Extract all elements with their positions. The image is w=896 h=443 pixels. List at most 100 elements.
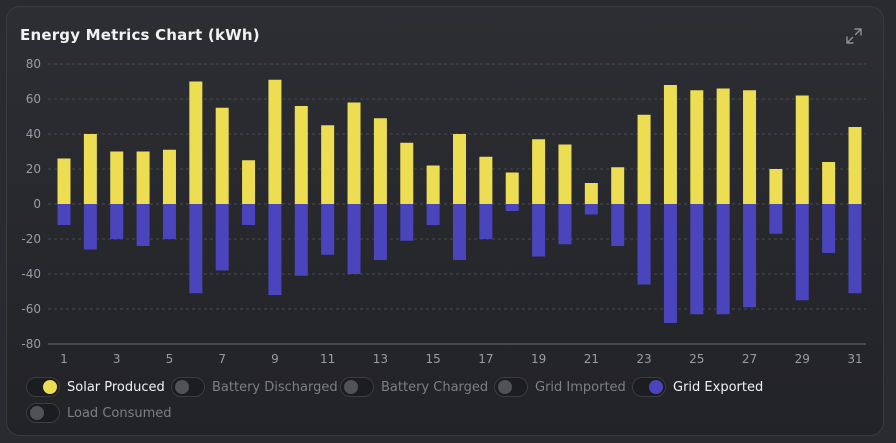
chart-card: Energy Metrics Chart (kWh) [6, 6, 884, 436]
legend-toggle[interactable] [494, 377, 528, 397]
legend-toggle-knob [649, 380, 663, 394]
legend-toggle-knob [344, 380, 358, 394]
y-tick-label: 0 [33, 197, 41, 211]
legend-item-grid-exported[interactable]: Grid Exported [632, 376, 763, 398]
bar-solar-produced[interactable] [743, 90, 757, 204]
bar-solar-produced[interactable] [479, 156, 493, 204]
bar-grid-exported[interactable] [136, 204, 150, 246]
y-tick-label: -80 [21, 337, 41, 351]
legend-label: Battery Charged [381, 379, 489, 395]
bar-grid-exported[interactable] [57, 204, 71, 225]
bar-solar-produced[interactable] [716, 88, 730, 205]
bar-solar-produced[interactable] [347, 102, 361, 205]
bar-solar-produced[interactable] [294, 106, 308, 204]
y-tick-label: -60 [21, 302, 41, 316]
bar-solar-produced[interactable] [822, 162, 836, 204]
bar-grid-exported[interactable] [426, 204, 440, 225]
y-tick-label: 40 [26, 127, 41, 141]
bar-solar-produced[interactable] [321, 125, 335, 204]
bar-grid-exported[interactable] [716, 204, 730, 315]
bar-grid-exported[interactable] [268, 204, 282, 295]
bar-grid-exported[interactable] [769, 204, 783, 234]
bar-solar-produced[interactable] [453, 134, 466, 204]
bar-solar-produced[interactable] [690, 90, 704, 204]
bar-solar-produced[interactable] [400, 142, 414, 204]
bar-solar-produced[interactable] [57, 158, 71, 205]
x-tick-label: 15 [425, 352, 440, 366]
bar-grid-exported[interactable] [532, 204, 546, 257]
bar-solar-produced[interactable] [558, 144, 572, 205]
bar-solar-produced[interactable] [373, 118, 387, 204]
legend-toggle[interactable] [26, 377, 60, 397]
bar-solar-produced[interactable] [584, 183, 598, 204]
x-tick-label: 21 [584, 352, 599, 366]
legend-item-battery-discharged[interactable]: Battery Discharged [171, 376, 338, 398]
bar-solar-produced[interactable] [663, 85, 677, 204]
bar-grid-exported[interactable] [558, 204, 572, 245]
bar-solar-produced[interactable] [426, 165, 440, 205]
bar-grid-exported[interactable] [347, 204, 361, 274]
bar-solar-produced[interactable] [637, 114, 651, 204]
bar-solar-produced[interactable] [110, 151, 124, 205]
legend-toggle[interactable] [340, 377, 374, 397]
bar-solar-produced[interactable] [268, 79, 282, 204]
bar-solar-produced[interactable] [505, 172, 519, 205]
bar-solar-produced[interactable] [162, 149, 176, 204]
y-tick-label: -20 [21, 232, 41, 246]
legend-item-grid-imported[interactable]: Grid Imported [494, 376, 626, 398]
bar-grid-exported[interactable] [242, 204, 256, 225]
bar-grid-exported[interactable] [637, 204, 651, 285]
legend-label: Load Consumed [67, 405, 172, 421]
bar-solar-produced[interactable] [215, 107, 229, 204]
x-tick-label: 5 [166, 352, 174, 366]
bar-grid-exported[interactable] [479, 204, 493, 239]
x-tick-label: 27 [742, 352, 757, 366]
bar-grid-exported[interactable] [611, 204, 625, 246]
bar-solar-produced[interactable] [242, 160, 256, 204]
y-tick-label: -40 [21, 267, 41, 281]
chart-title: Energy Metrics Chart (kWh) [20, 26, 260, 44]
bar-grid-exported[interactable] [400, 204, 414, 241]
legend-label: Grid Imported [535, 379, 626, 395]
bar-solar-produced[interactable] [136, 151, 150, 205]
bar-grid-exported[interactable] [83, 204, 97, 250]
bar-solar-produced[interactable] [611, 167, 625, 204]
legend-toggle-knob [175, 380, 189, 394]
legend-toggle-knob [30, 406, 44, 420]
bar-grid-exported[interactable] [215, 204, 229, 271]
legend-item-load-consumed[interactable]: Load Consumed [26, 402, 172, 424]
bar-solar-produced[interactable] [769, 169, 783, 204]
bar-grid-exported[interactable] [795, 204, 809, 301]
bar-solar-produced[interactable] [83, 134, 97, 204]
expand-icon[interactable] [845, 27, 863, 45]
bar-solar-produced[interactable] [189, 81, 203, 205]
bar-solar-produced[interactable] [848, 127, 862, 204]
bar-grid-exported[interactable] [663, 204, 677, 323]
legend-toggle[interactable] [632, 377, 666, 397]
legend-toggle[interactable] [171, 377, 205, 397]
x-tick-label: 7 [218, 352, 226, 366]
bar-solar-produced[interactable] [795, 95, 809, 205]
y-tick-label: 20 [26, 162, 41, 176]
bar-grid-exported[interactable] [321, 204, 335, 255]
legend-label: Solar Produced [67, 379, 165, 395]
bar-grid-exported[interactable] [848, 204, 862, 294]
bar-grid-exported[interactable] [162, 204, 176, 239]
legend-item-solar-produced[interactable]: Solar Produced [26, 376, 165, 398]
legend-item-battery-charged[interactable]: Battery Charged [340, 376, 488, 398]
y-tick-label: 60 [26, 92, 41, 106]
bar-grid-exported[interactable] [505, 204, 519, 211]
bar-grid-exported[interactable] [584, 204, 598, 215]
bar-grid-exported[interactable] [373, 204, 387, 260]
legend-label: Battery Discharged [212, 379, 338, 395]
bar-grid-exported[interactable] [690, 204, 704, 315]
bar-grid-exported[interactable] [189, 204, 203, 294]
bar-grid-exported[interactable] [822, 204, 836, 253]
legend-toggle[interactable] [26, 403, 60, 423]
bar-grid-exported[interactable] [110, 204, 124, 239]
bar-grid-exported[interactable] [453, 204, 466, 260]
bar-grid-exported[interactable] [294, 204, 308, 276]
bar-solar-produced[interactable] [532, 139, 546, 204]
bar-grid-exported[interactable] [743, 204, 757, 308]
